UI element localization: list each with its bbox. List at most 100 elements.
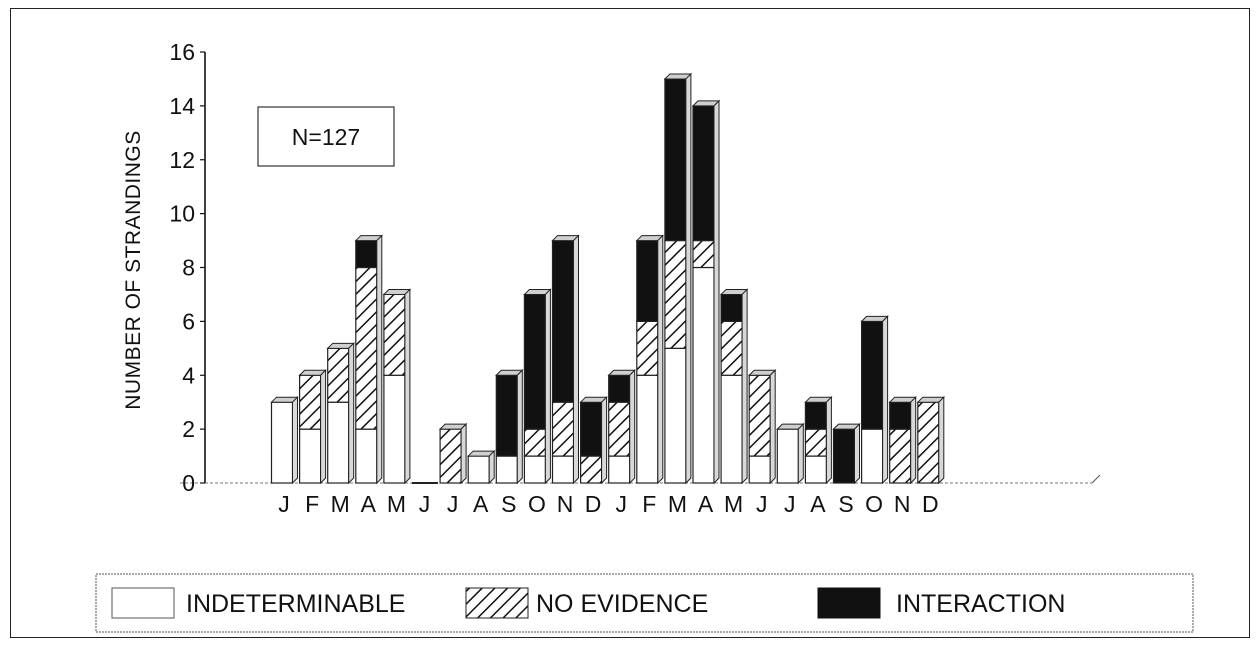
- x-tick-label: A: [810, 491, 826, 517]
- bar-stack: [466, 449, 496, 485]
- bar-segment-indeterminable: [636, 374, 659, 484]
- bar-stack: [860, 315, 889, 485]
- bar-segment-no-evidence: [383, 293, 406, 376]
- bar-segment-indeterminable: [299, 428, 322, 484]
- legend-label-interaction: INTERACTION: [896, 590, 1065, 618]
- bar-segment-no-evidence: [917, 401, 940, 484]
- x-tick-label: J: [419, 491, 431, 517]
- bar-side-face: [685, 72, 692, 485]
- bar-stack: [495, 369, 524, 485]
- bar-stack: [719, 288, 749, 485]
- bar-side-face: [460, 422, 467, 485]
- x-tick-label: J: [447, 491, 459, 517]
- bar-side-face: [629, 369, 636, 485]
- bar-segment-interaction: [692, 105, 715, 242]
- bar-side-face: [516, 369, 523, 485]
- bar-stack: [832, 422, 861, 485]
- x-tick-label: O: [865, 491, 883, 517]
- x-tick-label: S: [501, 491, 516, 517]
- bar-segment-interaction: [832, 428, 856, 484]
- y-tick-label: 14: [169, 93, 195, 119]
- bar-segment-indeterminable: [551, 455, 575, 484]
- bar-segment-interaction: [664, 78, 687, 242]
- bar-side-face: [938, 395, 945, 485]
- bar-side-face: [292, 395, 298, 485]
- bar-stack: [354, 234, 384, 485]
- bar-segment-no-evidence: [692, 239, 715, 269]
- bar-segment-no-evidence: [608, 401, 631, 457]
- x-tick-label: S: [838, 491, 853, 517]
- bar-stack: [382, 288, 412, 485]
- bar-segment-no-evidence: [523, 428, 547, 457]
- bar-segment-indeterminable: [664, 347, 687, 484]
- bar-segment-interaction: [860, 320, 884, 430]
- bar-segment-no-evidence: [579, 455, 603, 484]
- x-tick-label: M: [387, 491, 406, 517]
- bar-segment-no-evidence: [551, 401, 575, 457]
- bar-segment-no-evidence: [804, 428, 828, 457]
- bar-segment-no-evidence: [439, 428, 462, 484]
- bar-side-face: [769, 369, 776, 485]
- y-tick-label: 4: [182, 362, 195, 388]
- bar-segment-interaction: [804, 401, 828, 430]
- x-tick-label: D: [922, 491, 939, 517]
- bar-side-face: [320, 369, 327, 485]
- bar-segment-indeterminable: [523, 455, 547, 484]
- bar-side-face: [854, 422, 860, 485]
- legend-swatch-interaction: [817, 587, 881, 619]
- n-annotation-box: N=127: [257, 106, 395, 167]
- bar-side-face: [348, 342, 355, 485]
- legend-label-no-evidence: NO EVIDENCE: [536, 590, 708, 618]
- x-tick-label: A: [473, 491, 489, 517]
- bar-segment-indeterminable: [270, 401, 294, 484]
- x-tick-label: M: [724, 491, 743, 517]
- bar-stack: [888, 395, 917, 485]
- bar-segment-indeterminable: [327, 401, 350, 484]
- bar-side-face: [713, 99, 720, 485]
- axes: 0 2 4 6 8 10 12 14 16: [169, 39, 1101, 496]
- bar-segment-indeterminable: [355, 428, 378, 484]
- y-tick-label: 12: [169, 147, 195, 173]
- x-tick-label: J: [615, 491, 627, 517]
- legend-label-indeterminable: INDETERMINABLE: [186, 590, 405, 618]
- bar-stack: [635, 234, 665, 485]
- bar-side-face: [404, 288, 411, 485]
- y-tick-label: 8: [182, 255, 195, 281]
- bar-stack: [916, 395, 946, 485]
- bar-segment-indeterminable: [748, 455, 771, 484]
- bar-segment-no-evidence: [720, 320, 743, 376]
- x-tick-label: A: [698, 491, 714, 517]
- y-tick-label: 16: [169, 39, 195, 65]
- bar-segment-interaction: [889, 401, 912, 430]
- bar-segment-interaction: [495, 374, 518, 457]
- bar-side-face: [825, 395, 832, 485]
- x-tick-label: J: [756, 491, 768, 517]
- bar-segment-indeterminable: [860, 428, 884, 484]
- x-axis-end-mark: [1091, 474, 1101, 484]
- bar-segment-indeterminable: [804, 455, 828, 484]
- bar-side-face: [910, 395, 917, 485]
- bar-stack: [551, 234, 580, 485]
- bar-stack: [270, 395, 299, 485]
- bar-side-face: [741, 288, 748, 485]
- bar-side-face: [797, 422, 804, 485]
- bar-stack: [776, 422, 805, 485]
- bar-segment-interaction: [523, 293, 547, 430]
- bar-segment-interaction: [720, 293, 743, 322]
- x-tick-label: M: [668, 491, 687, 517]
- x-tick-label: D: [585, 491, 602, 517]
- y-axis-label: NUMBER OF STRANDINGS: [122, 130, 145, 410]
- bar-stack: [326, 342, 355, 485]
- y-tick-label: 2: [182, 416, 195, 442]
- y-tick-label: 6: [182, 308, 195, 334]
- bar-stack: [523, 288, 552, 485]
- bar-segment-indeterminable: [692, 266, 715, 484]
- bar-side-face: [657, 234, 664, 485]
- bar-segment-no-evidence: [327, 347, 350, 403]
- legend-swatch-indeterminable: [111, 587, 175, 619]
- bar-segment-interaction: [551, 239, 575, 403]
- bar-side-face: [601, 395, 608, 485]
- bar-segment-indeterminable: [776, 428, 799, 484]
- bar-segment-indeterminable: [720, 374, 743, 484]
